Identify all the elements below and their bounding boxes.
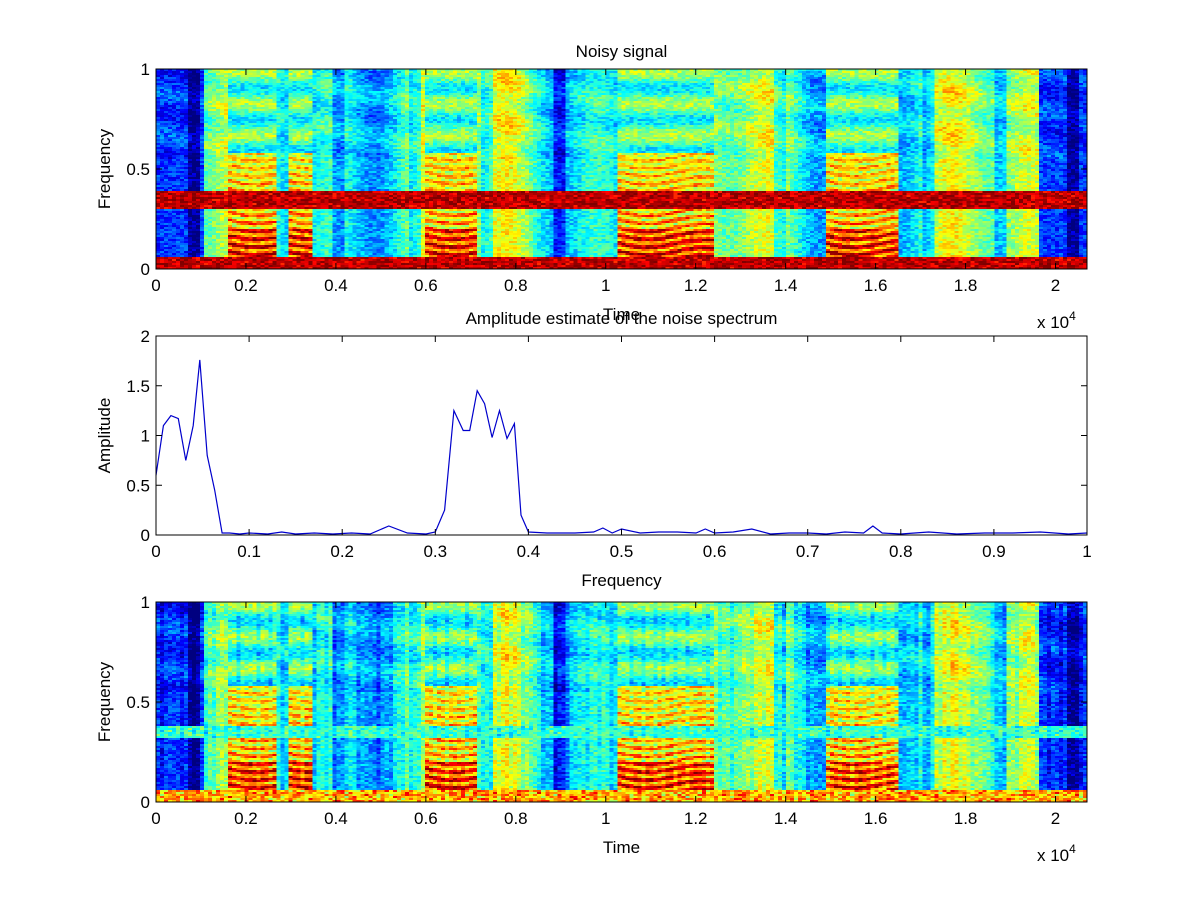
- x-tick-label: 0.4: [517, 542, 541, 561]
- y-tick-label: 0.5: [126, 160, 150, 179]
- x-tick-label: 0.1: [237, 542, 261, 561]
- x-tick-label: 1.2: [684, 809, 708, 828]
- x-tick-label: 0.6: [703, 542, 727, 561]
- y-tick-label: 1.5: [126, 377, 150, 396]
- series-line-amplitude: [155, 359, 1088, 535]
- y-axis-label: Amplitude: [95, 398, 114, 474]
- x-tick-label: 0.5: [610, 542, 634, 561]
- x-axis-label: Frequency: [581, 571, 662, 590]
- x-tick-label: 1: [1082, 542, 1091, 561]
- x-tick-label: 1.6: [864, 809, 888, 828]
- y-tick-label: 0: [141, 793, 150, 812]
- x-tick-label: 0.9: [982, 542, 1006, 561]
- y-tick-label: 0: [141, 260, 150, 279]
- x-tick-label: 0.6: [414, 276, 438, 295]
- x-tick-label: 0.3: [423, 542, 447, 561]
- y-tick-label: 0: [141, 526, 150, 545]
- chart-title: Amplitude estimate of the noise spectrum: [466, 309, 778, 328]
- multiplier-base: x 10: [1037, 313, 1069, 332]
- x-tick-label: 2: [1051, 809, 1060, 828]
- svg-text:x 104: x 104: [1037, 842, 1076, 865]
- y-tick-label: 1: [141, 60, 150, 79]
- x-tick-label: 1.6: [864, 276, 888, 295]
- x-tick-label: 0: [151, 276, 160, 295]
- x-tick-label: 0.8: [504, 276, 528, 295]
- y-tick-label: 1: [141, 427, 150, 446]
- x-tick-label: 0.8: [504, 809, 528, 828]
- y-tick-label: 2: [141, 327, 150, 346]
- x-tick-label: 1: [601, 276, 610, 295]
- x-axis-label: Time: [603, 838, 640, 857]
- x-axis-label: Time: [603, 305, 640, 324]
- chart-title: Noisy signal: [576, 42, 668, 61]
- denoised-spectrogram: 0 0.2 0.4 0.6 0.8 1 1.2 1.4 1.6 1.8 2 0 0.5 1 Time Fr…: [95, 593, 1088, 865]
- x-tick-label: 0.4: [324, 276, 348, 295]
- x-tick-label: 1.4: [774, 276, 798, 295]
- x-axis-multiplier: x 104: [1037, 842, 1076, 865]
- x-tick-label: 0.6: [414, 809, 438, 828]
- spectrogram-image: [156, 602, 1087, 802]
- spectrogram-pixels: [156, 69, 1087, 269]
- x-tick-label: 1.8: [954, 809, 978, 828]
- x-tick-label: 1: [601, 809, 610, 828]
- y-tick-label: 1: [141, 593, 150, 612]
- x-tick-label: 0: [151, 809, 160, 828]
- multiplier-exponent: 4: [1069, 309, 1076, 323]
- y-tick-label: 0.5: [126, 476, 150, 495]
- x-tick-label: 0.2: [330, 542, 354, 561]
- x-tick-label: 0.4: [324, 809, 348, 828]
- svg-text:x 104: x 104: [1037, 309, 1076, 332]
- y-axis-label: Frequency: [95, 128, 114, 209]
- tick-marks: 0 0.2 0.4 0.6 0.8 1 1.2 1.4 1.6 1.8 2 0 0.5 1: [126, 60, 1087, 295]
- spectrogram-pixels: [156, 602, 1087, 802]
- x-tick-label: 2: [1051, 276, 1060, 295]
- tick-marks: 0 0.2 0.4 0.6 0.8 1 1.2 1.4 1.6 1.8 2 0 0.5 1: [126, 593, 1087, 828]
- x-axis-multiplier: x 104: [1037, 309, 1076, 332]
- x-tick-label: 0: [151, 542, 160, 561]
- x-tick-label: 1.2: [684, 276, 708, 295]
- x-tick-label: 1.8: [954, 276, 978, 295]
- multiplier-base: x 10: [1037, 846, 1069, 865]
- multiplier-exponent: 4: [1069, 842, 1076, 856]
- y-axis-label: Frequency: [95, 661, 114, 742]
- x-tick-label: 0.7: [796, 542, 820, 561]
- spectrogram-image: [156, 69, 1087, 269]
- x-tick-label: 0.2: [234, 276, 258, 295]
- noisy-signal-spectrogram: 0 0.2 0.4 0.6 0.8 1 1.2 1.4 1.6 1.8 2 0 0.5 1 Noisy s…: [95, 42, 1088, 332]
- x-tick-label: 0.8: [889, 542, 913, 561]
- plot-area: [156, 336, 1087, 535]
- x-tick-label: 0.2: [234, 809, 258, 828]
- x-tick-label: 1.4: [774, 809, 798, 828]
- tick-marks: 0 0.1 0.2 0.3 0.4 0.5 0.6 0.7 0.8 0.9 1 0 0.5 1 1.5 2: [126, 327, 1091, 561]
- noise-amplitude-chart: 0 0.1 0.2 0.3 0.4 0.5 0.6 0.7 0.8 0.9 1 0 0.5 1 1.5 2 A…: [95, 309, 1092, 590]
- y-tick-label: 0.5: [126, 693, 150, 712]
